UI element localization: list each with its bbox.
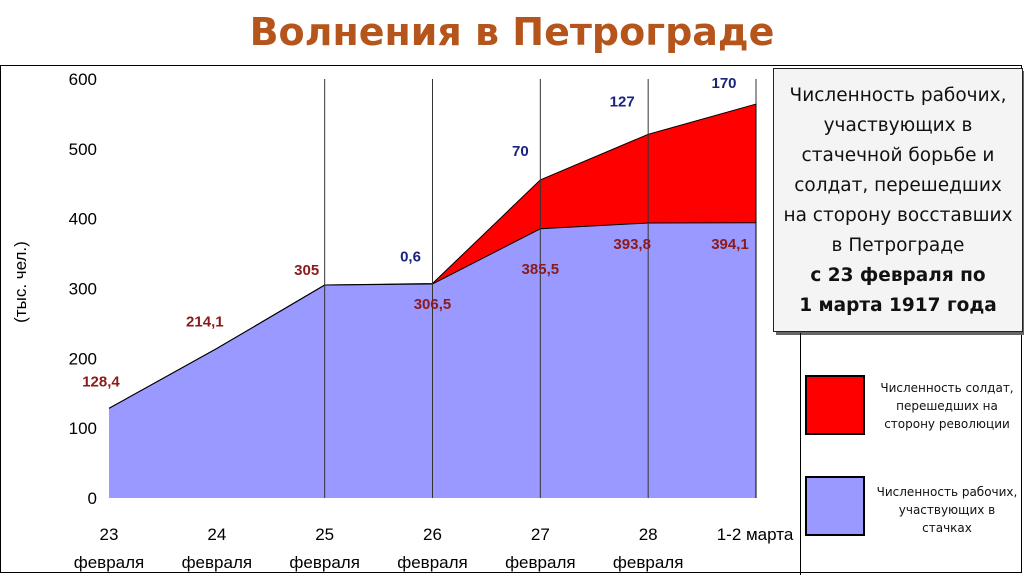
info-line: участвующих в — [823, 115, 973, 136]
data-label-workers: 393,8 — [613, 236, 651, 253]
info-date-line: 1 марта 1917 года — [799, 295, 997, 316]
legend-swatch-workers — [805, 476, 865, 536]
area-soldiers — [109, 104, 756, 409]
y-tick-label: 300 — [69, 280, 97, 299]
legend-line: сторону революции — [884, 417, 1010, 431]
data-label-soldiers: 0,6 — [400, 249, 421, 266]
x-tick-sublabel: февраля — [397, 553, 468, 572]
info-line: стачечной борьбе и — [801, 145, 995, 166]
data-label-workers: 306,5 — [414, 296, 452, 313]
legend: Численность солдат, перешедших на сторон… — [800, 333, 1024, 575]
data-label-workers: 385,5 — [522, 261, 560, 278]
x-tick-label: 25 — [315, 525, 334, 544]
x-tick-sublabel: февраля — [289, 553, 360, 572]
x-tick-label: 26 — [423, 525, 442, 544]
legend-line: участвующих в — [898, 503, 996, 517]
info-box: Численность рабочих, участвующих в стаче… — [773, 68, 1023, 332]
data-label-workers: 305 — [294, 262, 319, 279]
data-label-soldiers: 127 — [610, 93, 635, 110]
x-tick-label: 28 — [639, 525, 658, 544]
x-tick-sublabel: февраля — [182, 553, 253, 572]
y-axis-label: (тыс. чел.) — [11, 241, 30, 323]
data-label-soldiers: 70 — [512, 143, 529, 160]
legend-line: стачках — [922, 521, 972, 535]
x-tick-sublabel: февраля — [74, 553, 145, 572]
x-tick-label: 1-2 марта — [717, 525, 794, 544]
y-tick-label: 0 — [88, 489, 97, 508]
x-tick-label: 27 — [531, 525, 550, 544]
legend-label-workers: Численность рабочих, участвующих в стачк… — [867, 483, 1024, 537]
data-label-workers: 394,1 — [711, 236, 749, 253]
y-tick-label: 600 — [69, 70, 97, 89]
data-label-workers: 214,1 — [186, 313, 224, 330]
info-line: солдат, перешедших — [794, 175, 1002, 196]
legend-line: Численность солдат, — [880, 381, 1014, 395]
info-line: Численность рабочих, — [789, 85, 1007, 106]
x-tick-sublabel: февраля — [613, 553, 684, 572]
page-title: Волнения в Петрограде — [249, 10, 775, 54]
y-tick-label: 200 — [69, 349, 97, 368]
legend-line: перешедших на — [896, 399, 998, 413]
x-tick-label: 24 — [207, 525, 226, 544]
data-label-soldiers: 170 — [711, 75, 736, 92]
area-chart: 0 100 200 300 400 500 600 23 февраля 24 февраля 25 ф… — [69, 70, 794, 572]
info-date-line: с 23 февраля по — [810, 265, 986, 286]
data-label-workers: 128,4 — [82, 373, 120, 390]
x-tick-label: 23 — [100, 525, 119, 544]
y-tick-label: 400 — [69, 210, 97, 229]
info-line: в Петрограде — [831, 235, 965, 256]
y-tick-label: 500 — [69, 140, 97, 159]
legend-line: Численность рабочих, — [876, 485, 1018, 499]
legend-swatch-soldiers — [805, 375, 865, 435]
legend-label-soldiers: Численность солдат, перешедших на сторон… — [867, 379, 1024, 433]
info-line: на сторону восставших — [783, 205, 1013, 226]
y-tick-label: 100 — [69, 419, 97, 438]
x-tick-sublabel: февраля — [505, 553, 576, 572]
